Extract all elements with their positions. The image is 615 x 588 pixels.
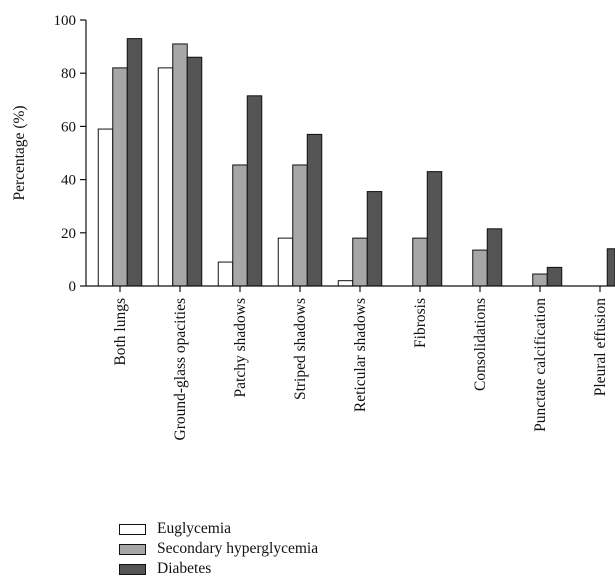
legend-item-euglycemia: Euglycemia — [119, 519, 318, 539]
legend-swatch — [119, 543, 146, 555]
x-category-label: Patchy shadows — [232, 298, 249, 397]
y-tick-label: 20 — [61, 226, 76, 242]
bar-euglycemia — [97, 128, 114, 287]
x-category-label: Punctate calcification — [532, 298, 549, 432]
bar-secondary-hyperglycemia — [172, 43, 188, 287]
x-category-label: Both lungs — [112, 298, 129, 366]
bar-euglycemia — [157, 67, 174, 287]
y-tick-label: 100 — [54, 13, 77, 29]
bar-diabetes — [366, 191, 383, 287]
bar-secondary-hyperglycemia — [472, 249, 488, 287]
x-axis: Both lungs Ground-glass opacities Patchy s… — [86, 285, 615, 440]
legend-swatch — [119, 563, 146, 575]
y-axis-title: Percentage (%) — [11, 105, 28, 200]
y-tick-label: 0 — [69, 279, 77, 295]
x-category-label: Pleural effusion — [592, 298, 609, 397]
y-tick-label: 60 — [61, 119, 76, 135]
legend-label: Euglycemia — [157, 520, 232, 537]
bar-secondary-hyperglycemia — [292, 164, 308, 287]
legend: Euglycemia Secondary hyperglycemia Diabe… — [119, 519, 318, 579]
y-tick-label: 80 — [61, 66, 76, 82]
bar-secondary-hyperglycemia — [112, 67, 128, 287]
x-category-label: Consolidations — [472, 298, 489, 391]
x-category-label: Striped shadows — [292, 298, 309, 400]
x-category-label: Fibrosis — [412, 298, 429, 348]
x-category-label: Reticular shadows — [352, 298, 369, 412]
bar-diabetes — [246, 95, 263, 287]
bar-secondary-hyperglycemia — [412, 237, 428, 287]
bar-euglycemia — [217, 261, 234, 287]
bar-secondary-hyperglycemia — [232, 164, 248, 287]
legend-item-secondary-hyperglycemia: Secondary hyperglycemia — [119, 539, 318, 559]
bar-diabetes — [126, 38, 143, 287]
legend-item-diabetes: Diabetes — [119, 559, 318, 579]
bar-secondary-hyperglycemia — [532, 273, 548, 287]
bar-euglycemia — [277, 237, 294, 287]
x-category-label: Ground-glass opacities — [172, 298, 189, 440]
bar-diabetes — [486, 228, 503, 287]
bar-diabetes — [546, 266, 563, 287]
bar-diabetes — [306, 133, 323, 287]
bar-euglycemia — [337, 280, 354, 287]
legend-label: Diabetes — [157, 560, 212, 577]
legend-swatch — [119, 523, 146, 535]
bar-diabetes — [606, 248, 615, 287]
bars — [97, 38, 615, 287]
legend-label: Secondary hyperglycemia — [157, 540, 319, 557]
y-axis: 0 20 40 60 80 100 — [54, 13, 87, 295]
bar-diabetes — [426, 171, 443, 287]
bar-diabetes — [186, 56, 203, 287]
bar-secondary-hyperglycemia — [352, 237, 368, 287]
y-tick-label: 40 — [61, 173, 76, 189]
